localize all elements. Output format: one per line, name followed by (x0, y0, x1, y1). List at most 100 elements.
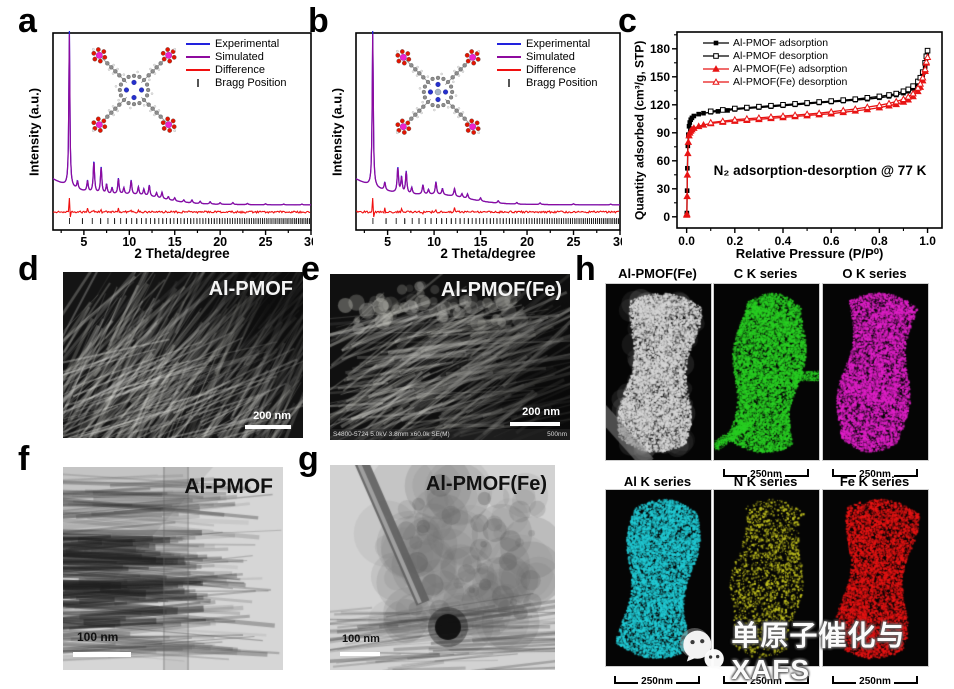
legend-c: Al-PMOF adsorption Al-PMOF desorption Al… (703, 37, 847, 88)
eds-scalebar-o: 250nm (832, 463, 918, 480)
eds-map-oxygen (822, 283, 929, 461)
adsorption-marker-sample (703, 65, 729, 72)
panel-letter-h: h (575, 250, 596, 288)
eds-map-stem (605, 283, 712, 461)
legend-item: Experimental (497, 38, 598, 50)
svg-text:10: 10 (427, 235, 441, 249)
y-axis-label-b: Intensity (a.u.) (329, 87, 345, 176)
svg-text:150: 150 (650, 70, 670, 84)
xrd-plot-al-pmof: 5 10 15 20 25 30 (52, 31, 313, 249)
legend-label: Difference (215, 64, 265, 76)
eds-title-stem: Al-PMOF(Fe) (618, 266, 697, 281)
svg-text:5: 5 (80, 235, 87, 249)
panel-letter-e: e (301, 250, 320, 288)
svg-text:20: 20 (213, 235, 227, 249)
eds-title-c: C K series (733, 266, 798, 281)
legend-label: Experimental (215, 38, 280, 50)
image-label: Al-PMOF(Fe) (440, 279, 562, 301)
difference-line-sample (186, 69, 210, 71)
legend-label: Al-PMOF(Fe) adsorption (733, 63, 848, 75)
watermark-text: 单原子催化与XAFS (731, 620, 906, 685)
simulated-line-sample (497, 56, 521, 58)
eds-title-fe: Fe K series (839, 474, 910, 489)
svg-text:25: 25 (567, 235, 581, 249)
svg-text:30: 30 (613, 235, 622, 249)
svg-text:30: 30 (304, 235, 313, 249)
scalebar-label: 100 nm (77, 630, 119, 644)
scalebar-label: 250nm (859, 469, 891, 480)
eds-map-carbon (713, 283, 820, 461)
svg-text:0.4: 0.4 (775, 234, 792, 248)
scalebar (245, 425, 291, 429)
scalebar-label: 250nm (750, 676, 782, 687)
legend-b: Experimental Simulated Difference Bragg … (497, 38, 598, 89)
watermark: 单原子催化与XAFS (678, 614, 954, 686)
scalebar (340, 651, 380, 656)
legend-item: Difference (497, 64, 598, 76)
svg-text:120: 120 (650, 98, 670, 112)
svg-text:5: 5 (384, 235, 391, 249)
legend-item: Al-PMOF(Fe) desorption (703, 76, 847, 88)
eds-map-iron (822, 489, 929, 667)
legend-item: Bragg Position (497, 77, 598, 89)
legend-item: Simulated (186, 51, 287, 63)
sem-metadata-left: S4800-5724 5.0kV 3.8mm x60.0k SE(M) (333, 431, 450, 438)
legend-item: Al-PMOF(Fe) adsorption (703, 63, 847, 75)
tem-image-al-pmof: Al-PMOF 100 nm (63, 467, 283, 670)
legend-item: Al-PMOF desorption (703, 50, 847, 62)
adsorption-marker-sample (703, 40, 729, 46)
svg-text:25: 25 (259, 235, 273, 249)
svg-text:0.2: 0.2 (726, 234, 743, 248)
panel-letter-c: c (618, 2, 637, 40)
desorption-marker-sample (703, 78, 729, 85)
svg-text:15: 15 (168, 235, 182, 249)
experimental-line-sample (497, 43, 521, 45)
panel-letter-b: b (308, 2, 329, 40)
sem-metadata-strip: S4800-5724 5.0kV 3.8mm x60.0k SE(M) 500n… (330, 429, 570, 440)
eds-scalebar-al: 250nm (614, 670, 700, 687)
svg-text:0.6: 0.6 (823, 234, 840, 248)
legend-label: Simulated (526, 51, 575, 63)
svg-text:60: 60 (657, 154, 671, 168)
svg-text:30: 30 (657, 182, 671, 196)
eds-scalebar-fe: 250nm (832, 670, 918, 687)
panel-letter-a: a (18, 2, 37, 40)
panel-letter-f: f (18, 440, 30, 478)
sem-metadata-right: 500nm (547, 431, 567, 438)
scalebar (73, 652, 131, 657)
panel-letter-d: d (18, 250, 39, 288)
scalebar-label: 250nm (859, 676, 891, 687)
legend-label: Bragg Position (526, 77, 598, 89)
svg-text:1.0: 1.0 (919, 234, 936, 248)
wechat-icon (679, 627, 724, 672)
panel-letter-g: g (298, 440, 319, 478)
legend-a: Experimental Simulated Difference Bragg … (186, 38, 287, 89)
porphyrin-structure-inset-a (91, 47, 177, 133)
image-label: Al-PMOF(Fe) (425, 473, 547, 495)
legend-item: Bragg Position (186, 77, 287, 89)
svg-text:20: 20 (520, 235, 534, 249)
scalebar (510, 422, 560, 426)
experimental-line-sample (186, 43, 210, 45)
legend-label: Al-PMOF(Fe) desorption (733, 76, 848, 88)
svg-text:180: 180 (650, 42, 670, 56)
desorption-marker-sample (703, 53, 729, 59)
scalebar-label: 200 nm (522, 406, 560, 418)
x-axis-label-c: Relative Pressure (P/P⁰) (735, 246, 884, 261)
legend-label: Difference (526, 64, 576, 76)
eds-map-nitrogen (713, 489, 820, 667)
svg-text:0: 0 (663, 210, 670, 224)
scalebar-label: 200 nm (253, 410, 291, 422)
y-axis-label-a: Intensity (a.u.) (26, 87, 42, 176)
legend-label: Experimental (526, 38, 591, 50)
difference-line-sample (497, 69, 521, 71)
eds-scalebar-c: 250nm (723, 463, 809, 480)
isotherm-annotation: N₂ adsorption-desorption @ 77 K (713, 163, 927, 178)
sem-texture (63, 272, 303, 438)
legend-label: Al-PMOF adsorption (733, 37, 829, 49)
eds-scalebar-n: 250nm (723, 670, 809, 687)
sem-image-al-pmof: Al-PMOF 200 nm (63, 272, 303, 438)
sem-image-al-pmof-fe: Al-PMOF(Fe) 200 nm S4800-5724 5.0kV 3.8m… (330, 274, 570, 440)
scalebar-label: 250nm (750, 469, 782, 480)
svg-text:10: 10 (122, 235, 136, 249)
